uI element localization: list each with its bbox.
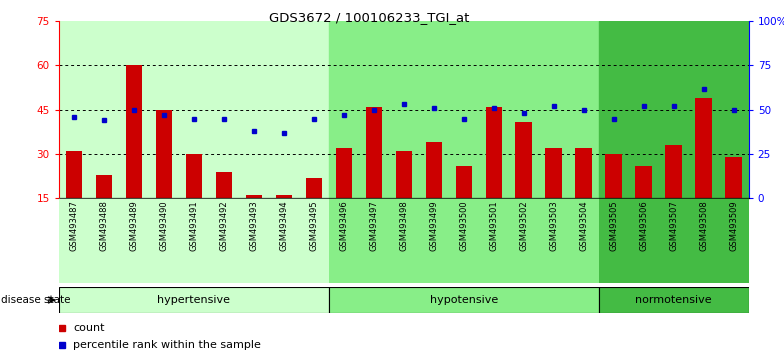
Bar xyxy=(59,198,328,283)
Text: count: count xyxy=(73,322,104,332)
Text: GSM493509: GSM493509 xyxy=(729,200,739,251)
Text: GSM493500: GSM493500 xyxy=(459,200,468,251)
Bar xyxy=(336,148,352,198)
Text: GSM493501: GSM493501 xyxy=(489,200,499,251)
FancyBboxPatch shape xyxy=(599,287,749,313)
Bar xyxy=(695,98,712,198)
Bar xyxy=(245,195,262,198)
Text: GSM493502: GSM493502 xyxy=(519,200,528,251)
Text: GSM493504: GSM493504 xyxy=(579,200,588,251)
Bar xyxy=(605,154,622,198)
Text: disease state: disease state xyxy=(1,295,71,305)
Bar xyxy=(725,157,742,198)
FancyBboxPatch shape xyxy=(59,287,328,313)
Bar xyxy=(426,142,442,198)
Text: GSM493499: GSM493499 xyxy=(430,200,438,251)
Bar xyxy=(59,21,328,198)
Text: GSM493503: GSM493503 xyxy=(550,200,558,251)
Bar xyxy=(395,151,412,198)
Text: GSM493497: GSM493497 xyxy=(369,200,378,251)
Text: GSM493498: GSM493498 xyxy=(399,200,408,251)
Bar xyxy=(328,21,599,198)
Bar xyxy=(186,154,202,198)
Text: percentile rank within the sample: percentile rank within the sample xyxy=(73,340,261,350)
Text: GSM493508: GSM493508 xyxy=(699,200,708,251)
Bar xyxy=(275,195,292,198)
Bar xyxy=(306,178,322,198)
Bar xyxy=(66,151,82,198)
Bar xyxy=(155,110,172,198)
Text: GSM493491: GSM493491 xyxy=(189,200,198,251)
Text: GSM493496: GSM493496 xyxy=(339,200,348,251)
Text: GSM493507: GSM493507 xyxy=(670,200,678,251)
Text: GSM493487: GSM493487 xyxy=(69,200,78,251)
Text: GSM493494: GSM493494 xyxy=(279,200,289,251)
Bar xyxy=(575,148,592,198)
Bar xyxy=(636,166,652,198)
Bar xyxy=(485,107,502,198)
Bar xyxy=(216,172,232,198)
Text: GSM493488: GSM493488 xyxy=(100,200,108,251)
Bar xyxy=(599,198,749,283)
Text: hypertensive: hypertensive xyxy=(158,295,230,305)
Bar xyxy=(599,21,749,198)
Text: GSM493489: GSM493489 xyxy=(129,200,138,251)
FancyBboxPatch shape xyxy=(328,287,599,313)
Bar xyxy=(125,65,142,198)
Bar xyxy=(516,121,532,198)
Bar xyxy=(96,175,112,198)
Text: GDS3672 / 100106233_TGI_at: GDS3672 / 100106233_TGI_at xyxy=(269,11,470,24)
Text: normotensive: normotensive xyxy=(635,295,712,305)
Bar xyxy=(546,148,562,198)
Bar xyxy=(365,107,382,198)
Text: GSM493490: GSM493490 xyxy=(159,200,169,251)
Bar xyxy=(456,166,472,198)
Text: hypotensive: hypotensive xyxy=(430,295,498,305)
Bar xyxy=(328,198,599,283)
Text: GSM493492: GSM493492 xyxy=(220,200,228,251)
Text: GSM493506: GSM493506 xyxy=(639,200,648,251)
Bar xyxy=(666,145,682,198)
Text: GSM493495: GSM493495 xyxy=(309,200,318,251)
Text: GSM493493: GSM493493 xyxy=(249,200,258,251)
Text: GSM493505: GSM493505 xyxy=(609,200,619,251)
